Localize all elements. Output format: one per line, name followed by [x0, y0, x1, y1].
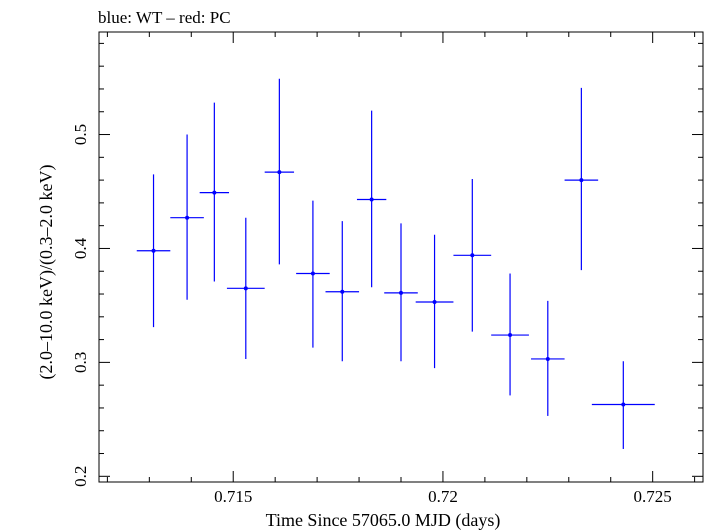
- point-marker: [310, 271, 315, 276]
- data-point: [296, 200, 330, 348]
- point-marker: [432, 300, 437, 304]
- point-marker: [508, 333, 513, 338]
- y-tick-label: 0.5: [71, 124, 90, 145]
- data-marks: [136, 78, 655, 449]
- y-axis-label: (2.0–10.0 keV)/(0.3–2.0 keV): [36, 165, 57, 380]
- x-axis-label: Time Since 57065.0 MJD (days): [266, 510, 501, 531]
- point-marker: [185, 215, 190, 220]
- data-point: [264, 78, 295, 265]
- y-tick-label: 0.3: [71, 352, 90, 373]
- x-tick-label: 0.72: [428, 487, 458, 506]
- point-marker: [470, 253, 475, 258]
- point-marker: [151, 248, 156, 253]
- y-tick-label: 0.4: [71, 237, 90, 259]
- data-point: [491, 273, 529, 396]
- point-marker: [340, 289, 345, 294]
- point-marker: [579, 178, 584, 183]
- chart-title: blue: WT – red: PC: [98, 8, 231, 27]
- data-point: [356, 110, 387, 288]
- point-marker: [369, 197, 374, 202]
- x-tick-label: 0.715: [214, 487, 252, 506]
- point-marker: [277, 170, 282, 175]
- data-point: [531, 300, 565, 416]
- data-point: [591, 361, 655, 449]
- point-marker: [399, 290, 403, 295]
- point-marker: [243, 286, 248, 291]
- point-marker: [621, 402, 626, 407]
- data-point: [136, 174, 171, 328]
- y-tick-label: 0.2: [71, 466, 90, 487]
- data-point: [199, 102, 230, 282]
- point-marker: [545, 356, 550, 361]
- data-point: [170, 134, 204, 300]
- tick-labels: 0.715 0.72 0.725 0.2 0.3 0.4 0.5: [71, 124, 672, 506]
- data-point: [226, 217, 265, 359]
- data-point: [325, 221, 360, 362]
- data-point: [453, 178, 492, 332]
- data-point: [384, 223, 418, 362]
- x-tick-label: 0.725: [634, 487, 672, 506]
- axis-ticks: [99, 32, 703, 482]
- data-point: [564, 87, 599, 271]
- point-marker: [212, 190, 217, 195]
- data-point: [415, 234, 454, 369]
